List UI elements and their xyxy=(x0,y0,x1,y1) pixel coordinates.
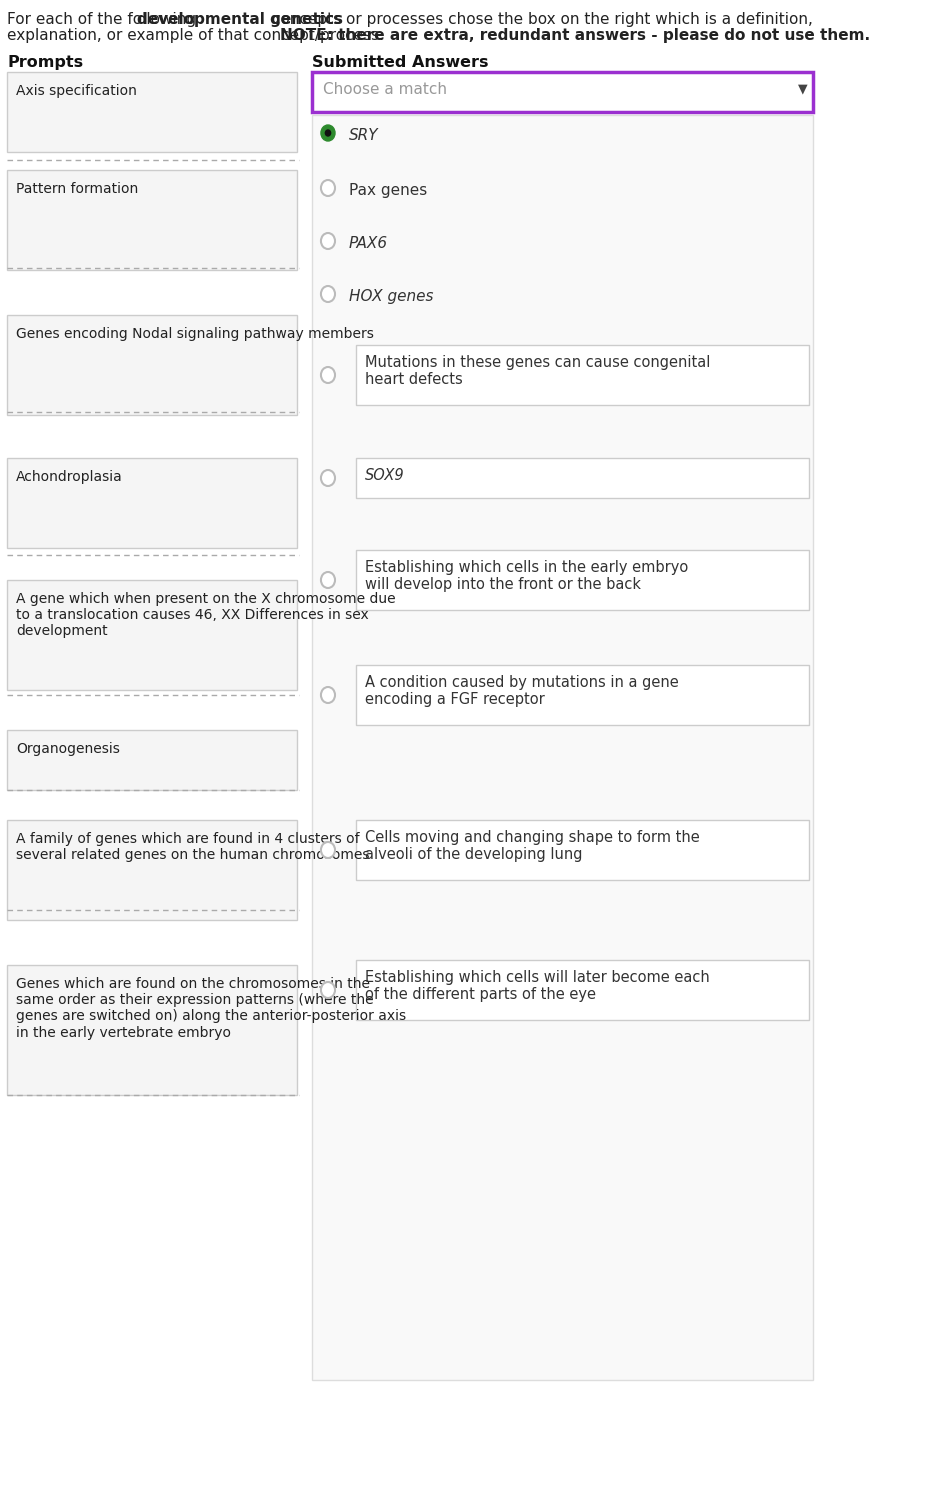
FancyBboxPatch shape xyxy=(356,820,809,880)
Circle shape xyxy=(321,233,335,249)
Text: explanation, or example of that concept/process.: explanation, or example of that concept/… xyxy=(7,28,389,43)
Circle shape xyxy=(321,179,335,196)
Text: Organogenesis: Organogenesis xyxy=(16,743,120,756)
Text: HOX genes: HOX genes xyxy=(349,288,433,303)
FancyBboxPatch shape xyxy=(7,170,297,270)
Circle shape xyxy=(321,125,335,140)
Circle shape xyxy=(325,130,331,136)
FancyBboxPatch shape xyxy=(356,459,809,498)
FancyBboxPatch shape xyxy=(7,580,297,690)
Circle shape xyxy=(321,687,335,704)
FancyBboxPatch shape xyxy=(7,459,297,548)
Text: Mutations in these genes can cause congenital
heart defects: Mutations in these genes can cause conge… xyxy=(365,356,710,387)
Text: Choose a match: Choose a match xyxy=(323,82,446,97)
Text: Genes encoding Nodal signaling pathway members: Genes encoding Nodal signaling pathway m… xyxy=(16,327,374,341)
Text: PAX6: PAX6 xyxy=(349,236,389,251)
FancyBboxPatch shape xyxy=(312,115,814,1380)
Text: concepts or processes chose the box on the right which is a definition,: concepts or processes chose the box on t… xyxy=(267,12,814,27)
Text: NOTE: there are extra, redundant answers - please do not use them.: NOTE: there are extra, redundant answers… xyxy=(279,28,870,43)
Text: Cells moving and changing shape to form the
alveoli of the developing lung: Cells moving and changing shape to form … xyxy=(365,831,700,862)
Text: A family of genes which are found in 4 clusters of
several related genes on the : A family of genes which are found in 4 c… xyxy=(16,832,369,862)
FancyBboxPatch shape xyxy=(312,72,814,112)
FancyBboxPatch shape xyxy=(7,731,297,790)
FancyBboxPatch shape xyxy=(7,820,297,920)
Circle shape xyxy=(321,572,335,589)
Text: Establishing which cells in the early embryo
will develop into the front or the : Establishing which cells in the early em… xyxy=(365,560,688,593)
Text: For each of the following: For each of the following xyxy=(7,12,201,27)
FancyBboxPatch shape xyxy=(356,961,809,1020)
Circle shape xyxy=(321,368,335,382)
Text: A condition caused by mutations in a gene
encoding a FGF receptor: A condition caused by mutations in a gen… xyxy=(365,675,679,707)
Circle shape xyxy=(321,843,335,858)
FancyBboxPatch shape xyxy=(7,72,297,152)
Text: Genes which are found on the chromosomes in the
same order as their expression p: Genes which are found on the chromosomes… xyxy=(16,977,406,1040)
FancyBboxPatch shape xyxy=(356,665,809,725)
Text: ▼: ▼ xyxy=(798,82,807,96)
Text: developmental genetics: developmental genetics xyxy=(137,12,343,27)
Text: Pax genes: Pax genes xyxy=(349,182,428,199)
Circle shape xyxy=(321,471,335,486)
Text: Pattern formation: Pattern formation xyxy=(16,182,138,196)
Circle shape xyxy=(321,982,335,998)
Text: Submitted Answers: Submitted Answers xyxy=(312,55,488,70)
FancyBboxPatch shape xyxy=(7,965,297,1095)
Text: Axis specification: Axis specification xyxy=(16,84,136,99)
Text: A gene which when present on the X chromosome due
to a translocation causes 46, : A gene which when present on the X chrom… xyxy=(16,592,395,638)
Text: Prompts: Prompts xyxy=(7,55,83,70)
FancyBboxPatch shape xyxy=(7,315,297,415)
Text: Achondroplasia: Achondroplasia xyxy=(16,471,122,484)
Text: Establishing which cells will later become each
of the different parts of the ey: Establishing which cells will later beco… xyxy=(365,970,710,1002)
Circle shape xyxy=(321,285,335,302)
FancyBboxPatch shape xyxy=(356,550,809,610)
Text: SRY: SRY xyxy=(349,128,378,143)
Text: SOX9: SOX9 xyxy=(365,468,404,483)
FancyBboxPatch shape xyxy=(356,345,809,405)
